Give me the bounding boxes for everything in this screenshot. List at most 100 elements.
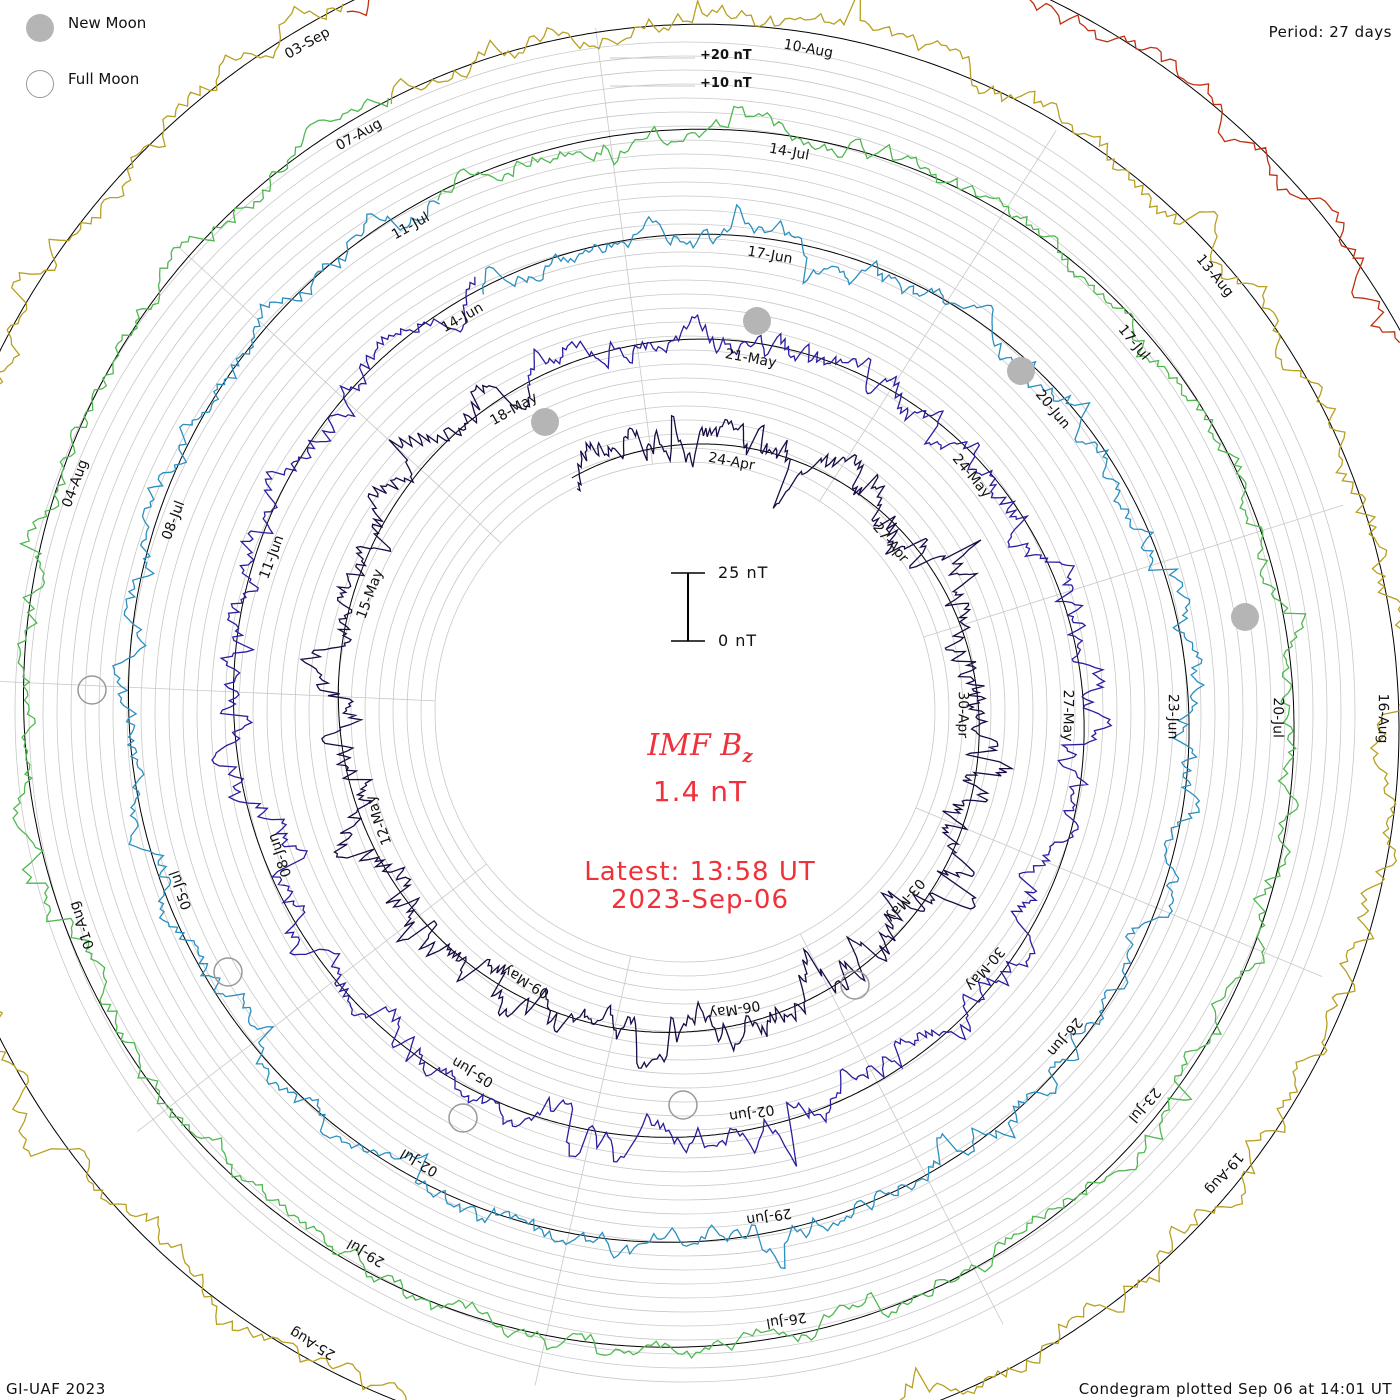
grid-ring — [98, 125, 1272, 1299]
grid-ring — [392, 419, 978, 1005]
grid-ring — [42, 69, 1328, 1355]
period-label: Period: 27 days — [1268, 23, 1392, 41]
baseline-1 — [337, 382, 980, 1034]
baseline-4 — [23, 99, 1295, 1348]
grid-ring — [378, 405, 992, 1019]
date-label: 11-Jul — [389, 209, 432, 243]
date-label: 20-Jul — [1270, 697, 1286, 738]
grid-ring — [140, 167, 1230, 1257]
date-label: 20-Jun — [1032, 387, 1073, 432]
grid-ring — [210, 237, 1160, 1187]
grid-ring — [350, 377, 1020, 1047]
series-3 — [112, 200, 1206, 1270]
full-moon-marker — [668, 1090, 698, 1120]
date-label: 29-Jun — [745, 1204, 793, 1227]
date-label: 08-Jul — [159, 499, 188, 543]
full-moon-marker — [213, 957, 243, 987]
date-label: 25-Aug — [287, 1323, 338, 1362]
grid-ring — [266, 293, 1104, 1131]
date-label: 06-May — [708, 997, 762, 1021]
spoke — [819, 130, 1057, 502]
date-label: 27-May — [1059, 690, 1075, 742]
grid-ring — [308, 335, 1062, 1089]
date-label: 30-Apr — [954, 691, 970, 738]
spoke — [595, 27, 653, 465]
date-label: 29-Jul — [344, 1235, 387, 1269]
series-2 — [211, 276, 1113, 1167]
date-label: 05-Jun — [449, 1053, 496, 1090]
legend-new-moon: New Moon — [26, 14, 146, 42]
full-moon-label: Full Moon — [68, 70, 140, 88]
date-label: 26-Jun — [1044, 1014, 1086, 1059]
grid-ring — [434, 461, 936, 963]
spoke — [0, 681, 436, 702]
date-label: 03-Sep — [282, 24, 333, 62]
grid-ring — [336, 363, 1034, 1061]
grid-ring — [168, 195, 1202, 1229]
latest-date-line: 2023-Sep-06 — [610, 885, 790, 915]
scale-bar — [671, 572, 705, 642]
new-moon-marker — [1231, 603, 1259, 631]
parameter-title-sub: z — [742, 746, 753, 767]
date-label: 17-Jun — [746, 243, 794, 267]
grid-ring — [28, 55, 1342, 1369]
grid-ring — [70, 97, 1300, 1327]
date-label: 10-Aug — [782, 37, 834, 62]
scale-bottom-label: 0 nT — [718, 631, 758, 650]
latest-time: Latest: 13:58 UT 2023-Sep-06 — [0, 858, 1400, 914]
series-1 — [299, 384, 1015, 1069]
date-label: 02-Jun — [728, 1101, 776, 1124]
series-4 — [12, 97, 1307, 1359]
spoke — [799, 933, 1004, 1325]
plus10-label: +10 nT — [700, 76, 752, 91]
spoke — [176, 245, 502, 544]
new-moon-icon — [26, 14, 54, 42]
grid-ring — [196, 223, 1174, 1201]
date-label: 14-Jun — [439, 300, 487, 336]
baseline-2 — [232, 288, 1085, 1138]
ring-scale-ticks — [610, 57, 695, 87]
plus20-label: +20 nT — [700, 48, 752, 63]
parameter-title: IMF Bz — [0, 728, 1400, 767]
full-moon-marker — [448, 1103, 478, 1133]
parameter-title-main: IMF B — [647, 728, 743, 763]
grid-ring — [182, 209, 1188, 1215]
spoke — [915, 807, 1323, 977]
grid-ring — [406, 433, 964, 991]
plotted-label: Condegram plotted Sep 06 at 14:01 UT — [1078, 1380, 1392, 1398]
grid-rings — [14, 41, 1356, 1383]
grid-ring — [294, 321, 1076, 1103]
spoke — [136, 863, 487, 1132]
date-label: 23-Jun — [1165, 694, 1181, 740]
date-label: 14-Jul — [768, 141, 811, 164]
radial-spokes — [0, 27, 1344, 1386]
baseline-6 — [343, 0, 1400, 332]
grid-ring — [112, 139, 1258, 1285]
credit-label: GI-UAF 2023 — [6, 1380, 106, 1398]
grid-ring — [224, 251, 1146, 1173]
series-6 — [346, 0, 1400, 343]
date-label: 26-Jul — [765, 1309, 808, 1331]
date-label: 24-Apr — [707, 450, 756, 474]
full-moon-icon — [26, 70, 54, 98]
spoke — [923, 504, 1344, 638]
grid-ring — [252, 279, 1118, 1145]
scale-top-label: 25 nT — [718, 563, 769, 582]
grid-ring — [280, 307, 1090, 1117]
new-moon-marker — [743, 307, 771, 335]
legend-full-moon: Full Moon — [26, 70, 139, 98]
current-value: 1.4 nT — [652, 775, 748, 808]
new-moon-label: New Moon — [68, 14, 147, 32]
grid-ring — [322, 349, 1048, 1075]
grid-ring — [56, 83, 1314, 1341]
moon-markers — [77, 307, 1259, 1133]
date-labels: 24-Apr27-Apr30-Apr03-May06-May09-May12-M… — [59, 24, 1391, 1362]
full-moon-marker — [77, 675, 107, 705]
full-moon-marker — [840, 970, 870, 1000]
new-moon-marker — [531, 408, 559, 436]
grid-ring — [238, 265, 1132, 1159]
